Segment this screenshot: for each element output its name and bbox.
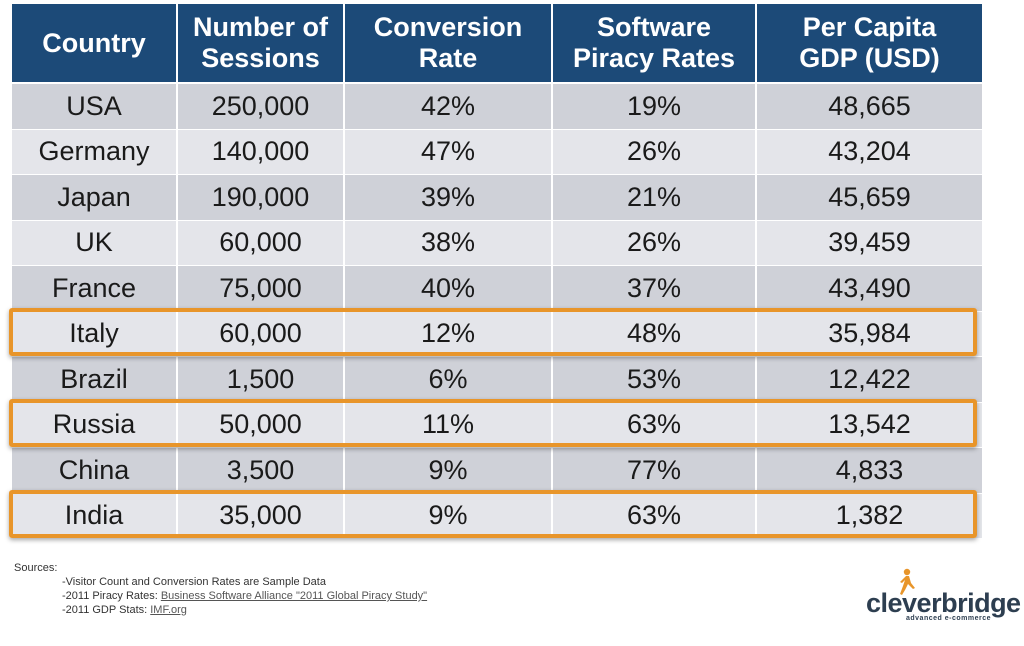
cell-conversion-rate: 12% — [345, 311, 553, 356]
cell-gdp: 13,542 — [757, 402, 982, 447]
cell-gdp: 48,665 — [757, 84, 982, 129]
cell-piracy-rate: 26% — [553, 220, 757, 265]
walking-figure-icon — [900, 568, 915, 595]
cell-country: Russia — [12, 402, 178, 447]
cleverbridge-logo: cleverbridge advanced e-commerce — [866, 568, 1022, 624]
table-body: USA 250,000 42% 19% 48,665 Germany 140,000 47% 2… — [12, 84, 982, 539]
highlight-box-russia — [9, 399, 977, 447]
table-row: Japan 190,000 39% 21% 45,659 — [12, 175, 982, 221]
source-gdp: -2011 GDP Stats: IMF.org — [14, 603, 427, 617]
cell-gdp: 1,382 — [757, 493, 982, 538]
source-piracy: -2011 Piracy Rates: Business Software Al… — [14, 589, 427, 603]
cell-country: UK — [12, 220, 178, 265]
logo-wordmark: cleverbridge — [866, 588, 1021, 618]
cell-piracy-rate: 63% — [553, 402, 757, 447]
cell-country: Japan — [12, 175, 178, 220]
table-header-row: Country Number of Sessions Conversion Ra… — [12, 4, 982, 82]
sources-title: Sources: — [14, 562, 58, 574]
cell-conversion-rate: 42% — [345, 84, 553, 129]
header-gdp: Per Capita GDP (USD) — [757, 4, 982, 82]
header-sessions: Number of Sessions — [178, 4, 345, 82]
cell-sessions: 1,500 — [178, 357, 345, 402]
cell-piracy-rate: 53% — [553, 357, 757, 402]
cell-country: USA — [12, 84, 178, 129]
cell-conversion-rate: 38% — [345, 220, 553, 265]
cell-country: Brazil — [12, 357, 178, 402]
cell-country: Germany — [12, 129, 178, 174]
source-piracy-label: -2011 Piracy Rates: — [62, 590, 161, 602]
cell-sessions: 60,000 — [178, 311, 345, 356]
cell-conversion-rate: 9% — [345, 448, 553, 493]
table-row: UK 60,000 38% 26% 39,459 — [12, 220, 982, 266]
cell-piracy-rate: 19% — [553, 84, 757, 129]
cell-gdp: 45,659 — [757, 175, 982, 220]
cell-sessions: 3,500 — [178, 448, 345, 493]
cell-country: Italy — [12, 311, 178, 356]
header-piracy-rates: Software Piracy Rates — [553, 4, 757, 82]
cell-sessions: 250,000 — [178, 84, 345, 129]
cell-gdp: 43,490 — [757, 266, 982, 311]
cell-conversion-rate: 39% — [345, 175, 553, 220]
cell-piracy-rate: 63% — [553, 493, 757, 538]
table-row: China 3,500 9% 77% 4,833 — [12, 448, 982, 494]
piracy-study-link[interactable]: Business Software Alliance "2011 Global … — [160, 590, 428, 602]
cell-piracy-rate: 48% — [553, 311, 757, 356]
table-row: India 35,000 9% 63% 1,382 — [12, 493, 982, 539]
highlight-box-italy — [9, 308, 977, 356]
table-row: Germany 140,000 47% 26% 43,204 — [12, 129, 982, 175]
cell-sessions: 35,000 — [178, 493, 345, 538]
cell-gdp: 39,459 — [757, 220, 982, 265]
table-row: USA 250,000 42% 19% 48,665 — [12, 84, 982, 130]
cell-conversion-rate: 9% — [345, 493, 553, 538]
cell-conversion-rate: 6% — [345, 357, 553, 402]
cell-sessions: 140,000 — [178, 129, 345, 174]
cell-piracy-rate: 77% — [553, 448, 757, 493]
cell-country: India — [12, 493, 178, 538]
cell-country: China — [12, 448, 178, 493]
cell-sessions: 60,000 — [178, 220, 345, 265]
cell-piracy-rate: 21% — [553, 175, 757, 220]
table-row: France 75,000 40% 37% 43,490 — [12, 266, 982, 312]
source-sample-data: -Visitor Count and Conversion Rates are … — [62, 576, 326, 588]
cell-gdp: 4,833 — [757, 448, 982, 493]
table-row: Brazil 1,500 6% 53% 12,422 — [12, 357, 982, 403]
cell-country: France — [12, 266, 178, 311]
cell-piracy-rate: 26% — [553, 129, 757, 174]
cell-sessions: 75,000 — [178, 266, 345, 311]
cell-conversion-rate: 40% — [345, 266, 553, 311]
table-row: Russia 50,000 11% 63% 13,542 — [12, 402, 982, 448]
cell-sessions: 50,000 — [178, 402, 345, 447]
sources-note: Sources: -Visitor Count and Conversion R… — [14, 561, 427, 617]
logo-tagline: advanced e-commerce — [906, 615, 991, 622]
cell-sessions: 190,000 — [178, 175, 345, 220]
cell-conversion-rate: 11% — [345, 402, 553, 447]
highlight-box-india — [9, 490, 977, 538]
table-row: Italy 60,000 12% 48% 35,984 — [12, 311, 982, 357]
cell-piracy-rate: 37% — [553, 266, 757, 311]
cell-gdp: 43,204 — [757, 129, 982, 174]
data-table: Country Number of Sessions Conversion Ra… — [12, 4, 982, 539]
cell-gdp: 12,422 — [757, 357, 982, 402]
source-gdp-label: -2011 GDP Stats: — [62, 604, 151, 616]
header-country: Country — [12, 4, 178, 82]
imf-link[interactable]: IMF.org — [150, 604, 187, 616]
cell-conversion-rate: 47% — [345, 129, 553, 174]
header-conversion-rate: Conversion Rate — [345, 4, 553, 82]
cell-gdp: 35,984 — [757, 311, 982, 356]
